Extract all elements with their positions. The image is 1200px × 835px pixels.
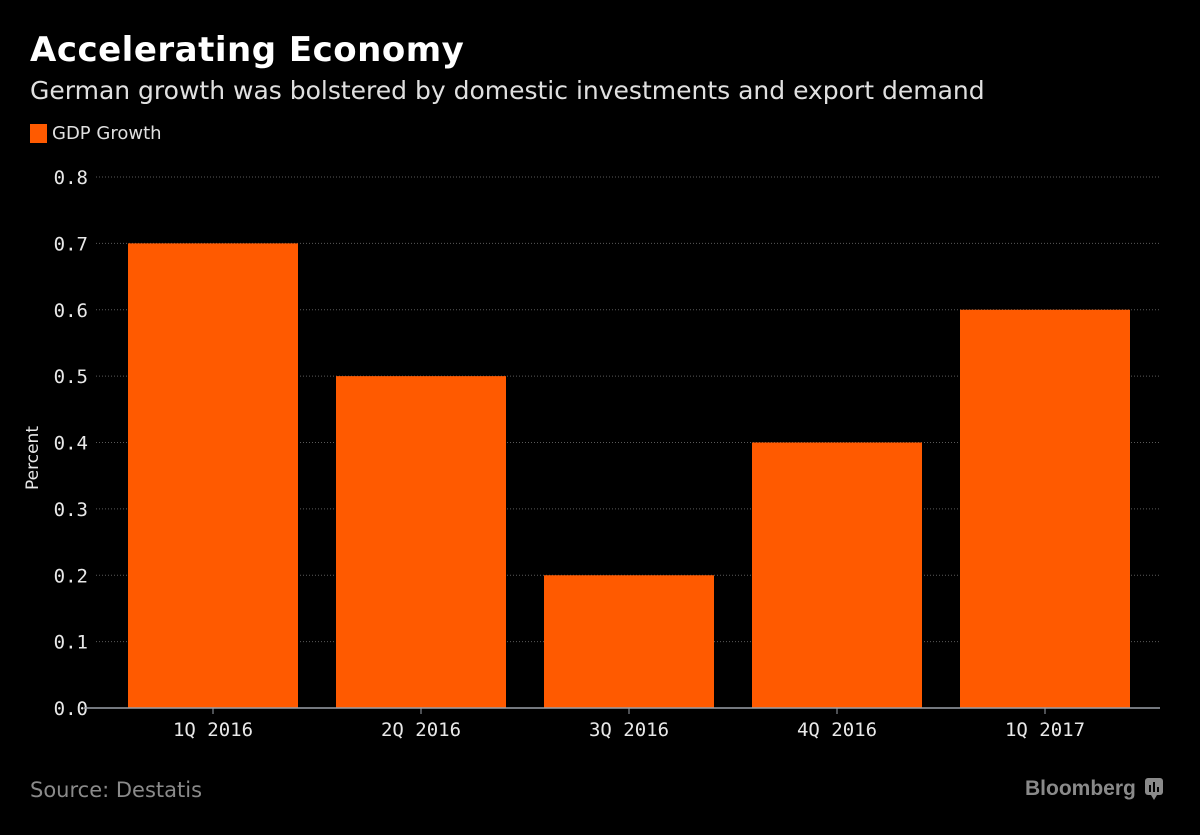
bloomberg-chart-icon bbox=[1144, 778, 1163, 800]
bars bbox=[128, 243, 1130, 708]
y-tick-label: 0.1 bbox=[54, 632, 88, 654]
x-tick-label: 2Q 2016 bbox=[381, 719, 461, 741]
chart-title: Accelerating Economy bbox=[30, 30, 465, 70]
chart-subtitle: German growth was bolstered by domestic … bbox=[30, 76, 985, 105]
y-tick-label: 0.0 bbox=[54, 698, 88, 720]
y-tick-label: 0.8 bbox=[54, 167, 88, 189]
brand-logo: Bloomberg bbox=[1025, 776, 1167, 802]
legend-label-gdp-growth: GDP Growth bbox=[52, 123, 162, 144]
y-tick-label: 0.7 bbox=[54, 233, 88, 255]
x-tick-label: 1Q 2017 bbox=[1005, 719, 1085, 741]
bar-4q-2016 bbox=[752, 442, 922, 708]
bar-1q-2016 bbox=[128, 243, 298, 708]
x-tick-label: 3Q 2016 bbox=[589, 719, 669, 741]
x-tick-label: 1Q 2016 bbox=[173, 719, 253, 741]
bar-1q-2017 bbox=[960, 309, 1130, 708]
y-tick-label: 0.5 bbox=[54, 366, 88, 388]
bar-3q-2016 bbox=[544, 575, 714, 708]
y-tick-label: 0.2 bbox=[54, 565, 88, 587]
y-tick-label: 0.4 bbox=[54, 433, 88, 455]
y-axis-ticks: 0.0 0.1 0.2 0.3 0.4 0.5 0.6 0.7 0.8 bbox=[54, 167, 88, 720]
y-tick-label: 0.6 bbox=[54, 300, 88, 322]
brand-name: Bloomberg bbox=[1025, 777, 1136, 800]
x-tick-label: 4Q 2016 bbox=[797, 719, 877, 741]
y-tick-label: 0.3 bbox=[54, 499, 88, 521]
legend-swatch-gdp-growth bbox=[30, 124, 47, 143]
bar-2q-2016 bbox=[336, 376, 506, 708]
x-axis: 1Q 2016 2Q 2016 3Q 2016 4Q 2016 1Q 2017 bbox=[84, 707, 1160, 741]
y-axis-label: Percent bbox=[23, 426, 43, 490]
legend: GDP Growth bbox=[30, 123, 162, 144]
source-note: Source: Destatis bbox=[30, 778, 203, 802]
